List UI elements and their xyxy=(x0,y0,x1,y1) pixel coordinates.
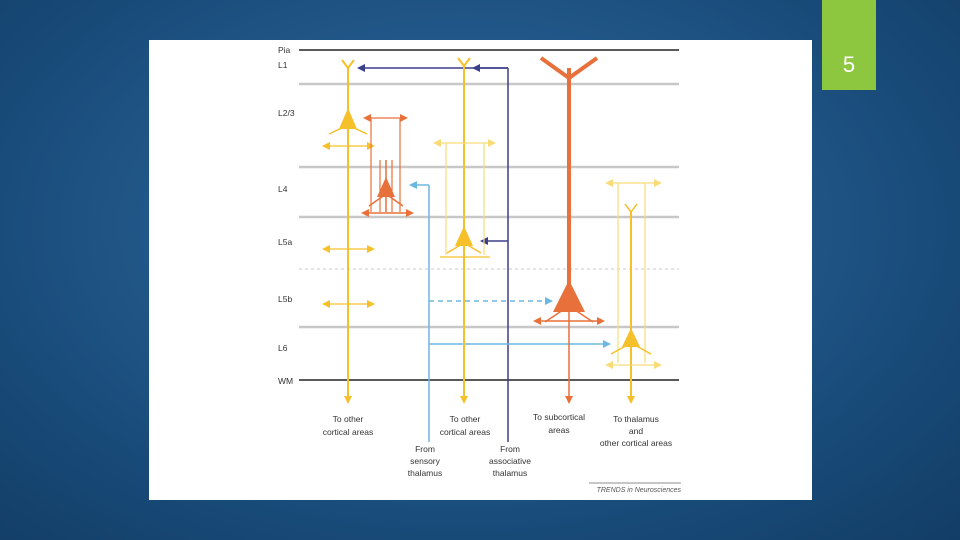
l5a-pyramidal-neuron xyxy=(433,57,496,404)
sensory-thalamus-input xyxy=(409,181,611,442)
layer-label-wm: WM xyxy=(278,376,293,386)
output-caption-l5b: To subcortical areas xyxy=(533,412,585,435)
layer-label-l1: L1 xyxy=(278,60,288,70)
cortical-circuit-diagram: Pia L1 L2/3 L4 L5a L5b L6 WM xyxy=(278,45,682,494)
caption-line: cortical areas xyxy=(440,427,491,437)
caption-line: areas xyxy=(548,425,569,435)
caption-line: From xyxy=(415,444,435,454)
l5b-pyramidal-neuron xyxy=(533,56,605,404)
caption-line: To thalamus xyxy=(613,414,659,424)
input-caption-sensory: From sensory thalamus xyxy=(408,444,443,478)
layer-label-l5a: L5a xyxy=(278,237,292,247)
caption-line: cortical areas xyxy=(323,427,374,437)
caption-line: thalamus xyxy=(408,468,443,478)
output-caption-l23: To other cortical areas xyxy=(323,414,374,437)
slide-number-box: 5 xyxy=(822,0,876,90)
caption-line: thalamus xyxy=(493,468,528,478)
figure-credit: TRENDS in Neurosciences xyxy=(597,487,682,494)
caption-line: sensory xyxy=(410,456,441,466)
l4-neuron xyxy=(361,114,414,217)
figure-panel: Pia L1 L2/3 L4 L5a L5b L6 WM xyxy=(149,40,812,500)
caption-line: To subcortical xyxy=(533,412,585,422)
caption-line: and xyxy=(629,426,643,436)
caption-line: To other xyxy=(333,414,364,424)
layer-label-l23: L2/3 xyxy=(278,108,295,118)
caption-line: From xyxy=(500,444,520,454)
layer-label-l5b: L5b xyxy=(278,294,292,304)
layer-label-l4: L4 xyxy=(278,184,288,194)
l6-pyramidal-neuron xyxy=(605,179,662,404)
caption-line: To other xyxy=(450,414,481,424)
output-caption-l6: To thalamus and other cortical areas xyxy=(600,414,672,448)
slide-number: 5 xyxy=(842,52,856,77)
input-caption-associative: From associative thalamus xyxy=(489,444,531,478)
caption-line: associative xyxy=(489,456,531,466)
layer-label-l6: L6 xyxy=(278,343,288,353)
caption-line: other cortical areas xyxy=(600,438,672,448)
associative-thalamus-input xyxy=(357,64,509,442)
layer-label-pia: Pia xyxy=(278,45,291,55)
l23-pyramidal-neuron xyxy=(322,59,375,404)
output-caption-l5a: To other cortical areas xyxy=(440,414,491,437)
